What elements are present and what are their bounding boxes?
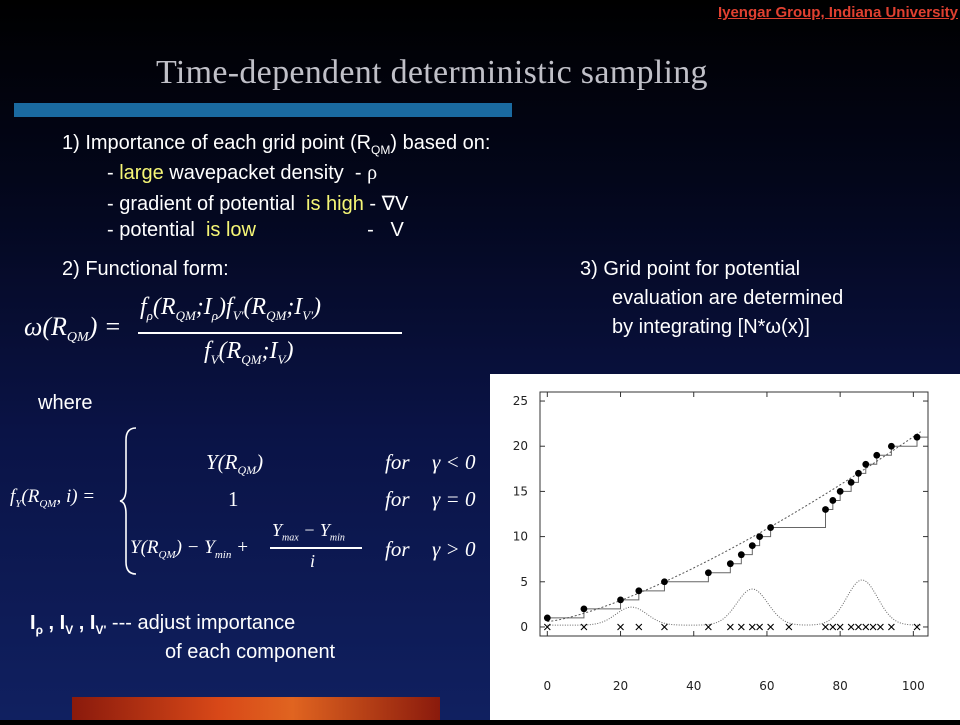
grid-point-cross-19 xyxy=(877,623,884,631)
data-point-8 xyxy=(748,542,756,550)
grid-point-cross-13 xyxy=(829,623,837,631)
x-tick-label-40: 40 xyxy=(686,679,701,693)
grid-point-cross-15 xyxy=(847,623,855,631)
adjust-line2: of each component xyxy=(165,641,336,663)
point1-item-density: - large wavepacket density - ρ xyxy=(107,162,378,184)
point1-item-gradient: - gradient of potential is high - ∇V xyxy=(107,193,409,215)
data-point-7 xyxy=(737,551,745,559)
grid-point-cross-6 xyxy=(726,623,734,631)
cumulative-staircase xyxy=(547,436,928,619)
case2-for: for xyxy=(385,487,410,511)
grid-point-cross-14 xyxy=(836,623,844,631)
y-tick-label-0: 0 xyxy=(520,620,528,634)
integral-curve xyxy=(547,431,921,623)
omega-formula-denominator: fV(RQM;IV) xyxy=(204,338,294,367)
data-point-6 xyxy=(726,560,734,568)
x-tick-label-80: 80 xyxy=(833,679,848,693)
decorative-bottom-bar xyxy=(72,697,440,720)
y-tick-label-25: 25 xyxy=(513,394,528,408)
omega-formula-lhs: ω(RQM) = xyxy=(24,312,122,346)
data-point-2 xyxy=(617,596,624,604)
case3-for: for xyxy=(385,537,410,561)
x-tick-label-20: 20 xyxy=(613,679,628,693)
sampling-plot-svg: 0 20 40 60 80 100 0 5 10 15 20 25 xyxy=(513,391,929,693)
grid-point-cross-18 xyxy=(869,623,877,631)
grid-point-cross-1 xyxy=(580,623,588,631)
data-point-18 xyxy=(887,442,895,450)
data-point-13 xyxy=(836,488,844,495)
point3-line3: by integrating [N*ω(x)] xyxy=(612,316,810,338)
omega-fraction-bar xyxy=(138,332,402,334)
y-tick-label-20: 20 xyxy=(513,439,528,453)
data-point-17 xyxy=(873,451,881,459)
grid-point-cross-5 xyxy=(704,623,712,631)
case3-condition: γ > 0 xyxy=(432,537,476,561)
data-point-5 xyxy=(704,569,712,577)
grid-point-cross-3 xyxy=(635,623,643,631)
data-point-15 xyxy=(855,469,862,477)
grid-point-cross-17 xyxy=(862,623,870,631)
credit-link[interactable]: Iyengar Group, Indiana University xyxy=(717,4,958,21)
grid-point-cross-21 xyxy=(913,623,921,631)
case1-for: for xyxy=(385,450,410,474)
data-point-14 xyxy=(847,478,855,486)
point3-line2: evaluation are determined xyxy=(612,287,844,309)
slide-title: Time-dependent deterministic sampling xyxy=(156,54,708,91)
piecewise-brace xyxy=(119,427,137,575)
y-tick-label-5: 5 xyxy=(520,575,528,589)
point2-label: 2) Functional form: xyxy=(62,258,229,280)
grid-point-cross-2 xyxy=(617,623,624,631)
data-point-10 xyxy=(767,524,775,531)
point1-lead: 1) Importance of each grid point (RQM) b… xyxy=(62,132,491,157)
x-tick-label-0: 0 xyxy=(544,679,552,693)
sampling-plot: 0 20 40 60 80 100 0 5 10 15 20 25 xyxy=(490,374,960,720)
point3-line1: 3) Grid point for potential xyxy=(580,258,801,280)
where-label: where xyxy=(38,392,93,414)
importance-function-curve xyxy=(547,579,921,626)
grid-point-cross-7 xyxy=(737,623,745,631)
grid-point-cross-10 xyxy=(767,623,774,631)
point1-item-potential: - potential is low - V xyxy=(107,219,404,241)
case3-numerator: Ymax − Ymin xyxy=(272,520,345,544)
grid-point-cross-20 xyxy=(888,623,895,631)
grid-point-cross-9 xyxy=(756,623,764,631)
data-point-16 xyxy=(862,460,870,468)
case2-condition: γ = 0 xyxy=(432,487,476,511)
y-tick-label-15: 15 xyxy=(513,484,528,498)
case3-expr: Y(RQM) − Ymin + xyxy=(130,537,249,561)
grid-point-cross-0 xyxy=(543,623,551,631)
adjust-params: Iρ , IV , IV' --- adjust importance xyxy=(30,612,296,637)
case3-denominator: i xyxy=(310,551,316,571)
x-tick-label-60: 60 xyxy=(759,679,774,693)
case3-fraction-bar xyxy=(270,547,362,549)
data-point-11 xyxy=(822,506,829,513)
x-tick-label-100: 100 xyxy=(902,679,925,693)
case2-expr: 1 xyxy=(228,487,239,511)
data-point-1 xyxy=(580,605,588,613)
title-underline-bar xyxy=(14,103,512,117)
data-point-4 xyxy=(661,578,668,586)
case1-condition: γ < 0 xyxy=(432,450,476,474)
grid-point-cross-11 xyxy=(785,623,793,631)
case1-expr: Y(RQM) xyxy=(206,450,264,478)
grid-point-cross-4 xyxy=(661,623,668,631)
y-tick-label-10: 10 xyxy=(513,530,528,544)
data-point-12 xyxy=(829,497,837,504)
omega-formula-numerator: fρ(RQM;Iρ)fV'(RQM;IV') xyxy=(140,294,322,323)
plot-frame xyxy=(539,391,929,637)
grid-point-cross-12 xyxy=(822,623,829,631)
grid-point-cross-8 xyxy=(748,623,756,631)
piecewise-lhs: fY(RQM, i) = xyxy=(10,486,96,510)
grid-point-cross-16 xyxy=(855,623,862,631)
data-point-0 xyxy=(543,614,551,622)
data-point-19 xyxy=(913,433,921,441)
data-point-9 xyxy=(756,533,764,540)
data-point-3 xyxy=(635,587,643,595)
